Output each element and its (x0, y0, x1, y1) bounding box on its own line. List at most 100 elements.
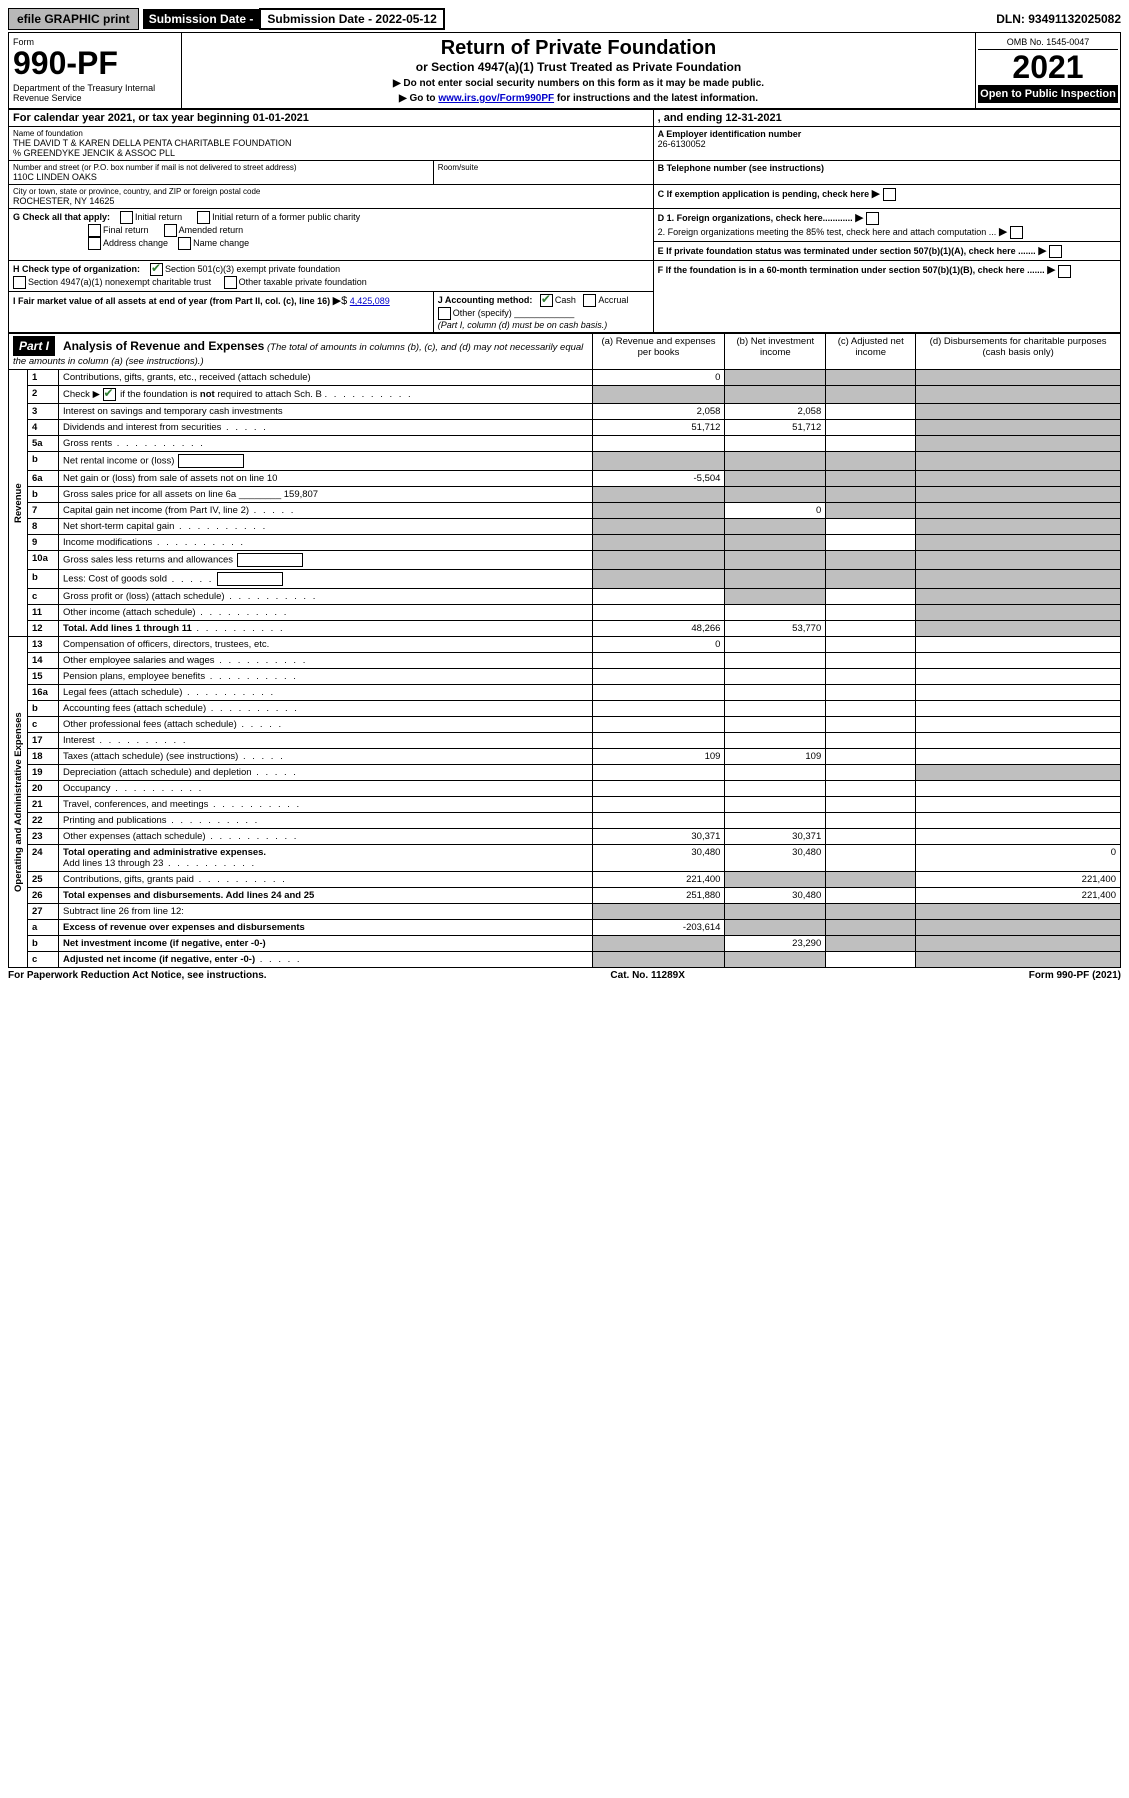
g-opt-5: Name change (193, 238, 249, 248)
amt-a (592, 570, 725, 589)
inline-box[interactable] (217, 572, 283, 586)
amt-c (826, 621, 916, 637)
f-checkbox[interactable] (1058, 265, 1071, 278)
irs-link[interactable]: www.irs.gov/Form990PF (438, 93, 554, 104)
amt-b (725, 637, 826, 653)
h-other-checkbox[interactable] (224, 276, 237, 289)
line-num: 23 (28, 829, 59, 845)
amt-a (592, 386, 725, 404)
h-4947-checkbox[interactable] (13, 276, 26, 289)
c-label: C If exemption application is pending, c… (658, 189, 870, 199)
efile-button[interactable]: efile GRAPHIC print (8, 8, 139, 30)
inline-box[interactable] (237, 553, 303, 567)
line-desc: Subtract line 26 from line 12: (59, 904, 593, 920)
fmv-value: 4,425,089 (350, 296, 390, 306)
amt-d (916, 452, 1121, 471)
amt-d (916, 404, 1121, 420)
amt-c (826, 404, 916, 420)
line-num: 21 (28, 797, 59, 813)
department: Department of the Treasury Internal Reve… (13, 83, 173, 103)
line-desc: Less: Cost of goods sold (59, 570, 593, 589)
care-of: % GREENDYKE JENCIK & ASSOC PLL (13, 148, 649, 158)
table-row: b Net rental income or (loss) (9, 452, 1121, 471)
section-j: J Accounting method: Cash Accrual Other … (433, 292, 653, 333)
line-num: 2 (28, 386, 59, 404)
amt-b (725, 519, 826, 535)
amt-a: 30,371 (592, 829, 725, 845)
line-num: 17 (28, 733, 59, 749)
line-num: 1 (28, 370, 59, 386)
h-4947: Section 4947(a)(1) nonexempt charitable … (28, 277, 211, 287)
address-cell: Number and street (or P.O. box number if… (9, 161, 434, 185)
form-subtitle: or Section 4947(a)(1) Trust Treated as P… (186, 60, 971, 74)
table-row: cAdjusted net income (if negative, enter… (9, 952, 1121, 968)
line-num: 20 (28, 781, 59, 797)
line-num: 24 (28, 845, 59, 872)
line-num: 7 (28, 503, 59, 519)
city-cell: City or town, state or province, country… (9, 185, 654, 209)
line-desc: Net investment income (if negative, ente… (59, 936, 593, 952)
table-row: 2 Check ▶ if the foundation is not requi… (9, 386, 1121, 404)
amt-a: 30,480 (592, 845, 725, 872)
col-c-head: (c) Adjusted net income (826, 334, 916, 370)
name-cell: Name of foundation THE DAVID T & KAREN D… (9, 127, 654, 161)
j-accrual-checkbox[interactable] (583, 294, 596, 307)
line-num: 6a (28, 471, 59, 487)
line-desc: Contributions, gifts, grants, etc., rece… (59, 370, 593, 386)
c-checkbox[interactable] (883, 188, 896, 201)
j-other-checkbox[interactable] (438, 307, 451, 320)
amt-d: 221,400 (916, 872, 1121, 888)
line-desc: Total. Add lines 1 through 11 (59, 621, 593, 637)
line-desc: Accounting fees (attach schedule) (59, 701, 593, 717)
e-checkbox[interactable] (1049, 245, 1062, 258)
amt-b (725, 452, 826, 471)
submission-date-label: Submission Date - (143, 9, 260, 29)
line-num: b (28, 452, 59, 471)
h-501c3-checkbox[interactable] (150, 263, 163, 276)
g-initial-checkbox[interactable] (120, 211, 133, 224)
section-d: D 1. Foreign organizations, check here..… (653, 209, 1120, 242)
amt-b (725, 535, 826, 551)
amt-c (826, 519, 916, 535)
line-num: c (28, 717, 59, 733)
line-num: 11 (28, 605, 59, 621)
name-label: Name of foundation (13, 129, 649, 138)
amt-d (916, 519, 1121, 535)
footer-cat: Cat. No. 11289X (610, 970, 684, 981)
amt-b: 23,290 (725, 936, 826, 952)
g-former-checkbox[interactable] (197, 211, 210, 224)
line-num: 19 (28, 765, 59, 781)
line-num: 26 (28, 888, 59, 904)
line-desc: Interest (59, 733, 593, 749)
line-num: a (28, 920, 59, 936)
inline-box[interactable] (178, 454, 244, 468)
g-opt-2: Address change (103, 238, 168, 248)
g-amended-checkbox[interactable] (164, 224, 177, 237)
omb-number: OMB No. 1545-0047 (978, 35, 1118, 50)
amt-a (592, 519, 725, 535)
j-cash-checkbox[interactable] (540, 294, 553, 307)
amt-a: 2,058 (592, 404, 725, 420)
j-cash: Cash (555, 295, 576, 305)
table-row: bAccounting fees (attach schedule) (9, 701, 1121, 717)
line-num: 9 (28, 535, 59, 551)
d2-checkbox[interactable] (1010, 226, 1023, 239)
g-opt-1: Final return (103, 225, 149, 235)
g-address-checkbox[interactable] (88, 237, 101, 250)
table-row: 8 Net short-term capital gain (9, 519, 1121, 535)
line-num: 18 (28, 749, 59, 765)
top-bar: efile GRAPHIC print Submission Date - Su… (8, 8, 1121, 30)
part1-grid: Part I Analysis of Revenue and Expenses … (8, 333, 1121, 968)
amt-d (916, 471, 1121, 487)
g-name-checkbox[interactable] (178, 237, 191, 250)
g-final-checkbox[interactable] (88, 224, 101, 237)
line-num: c (28, 952, 59, 968)
d1-checkbox[interactable] (866, 212, 879, 225)
section-c: C If exemption application is pending, c… (653, 185, 1120, 209)
table-row: bNet investment income (if negative, ent… (9, 936, 1121, 952)
schb-checkbox[interactable] (103, 388, 116, 401)
amt-d (916, 551, 1121, 570)
line-num: 22 (28, 813, 59, 829)
line-num: 3 (28, 404, 59, 420)
city-value: ROCHESTER, NY 14625 (13, 196, 649, 206)
